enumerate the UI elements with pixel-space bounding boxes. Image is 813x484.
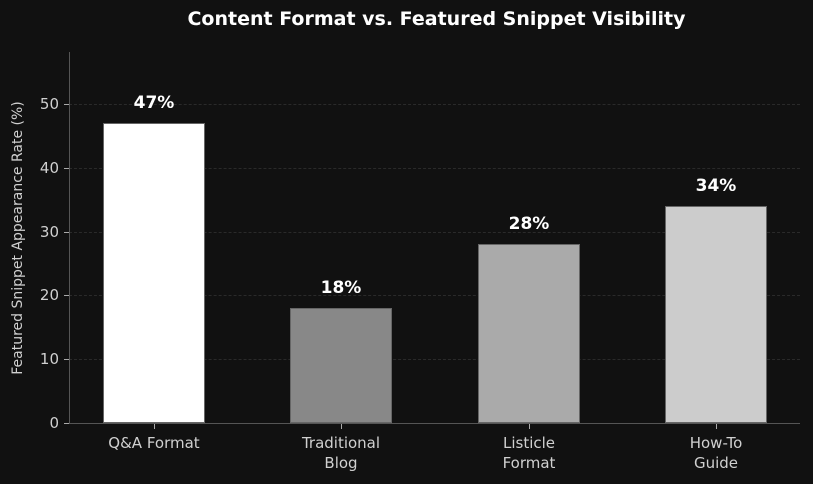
gridline <box>69 168 800 169</box>
y-tick-label: 40 <box>39 159 59 177</box>
y-tick-mark <box>64 295 69 296</box>
bar-value-label: 18% <box>320 278 362 299</box>
gridline <box>69 295 800 296</box>
gridline <box>69 232 800 233</box>
bar-value-label: 47% <box>133 93 175 114</box>
y-tick-mark <box>64 423 69 424</box>
x-tick-mark <box>154 424 155 429</box>
x-tick-label: Traditional Blog <box>301 434 381 472</box>
bar <box>478 244 580 423</box>
bar-value-label: 28% <box>508 214 550 235</box>
bar <box>103 123 205 423</box>
bar-value-label: 34% <box>695 176 737 197</box>
gridline <box>69 359 800 360</box>
y-tick-label: 50 <box>39 95 59 113</box>
x-tick-mark <box>341 424 342 429</box>
y-tick-mark <box>64 168 69 169</box>
y-tick-label: 0 <box>49 414 59 432</box>
x-tick-mark <box>716 424 717 429</box>
y-tick-label: 20 <box>39 286 59 304</box>
y-tick-mark <box>64 104 69 105</box>
y-tick-label: 30 <box>39 223 59 241</box>
bar <box>290 308 392 423</box>
x-axis-spine <box>69 423 800 424</box>
y-tick-mark <box>64 232 69 233</box>
x-tick-label: Q&A Format <box>108 434 200 452</box>
y-tick-mark <box>64 359 69 360</box>
bar <box>665 206 767 423</box>
x-tick-mark <box>529 424 530 429</box>
y-axis-spine <box>69 52 70 424</box>
x-tick-label: How-To Guide <box>689 434 743 472</box>
gridline <box>69 104 800 105</box>
y-tick-label: 10 <box>39 350 59 368</box>
chart-title: Content Format vs. Featured Snippet Visi… <box>187 8 686 30</box>
x-tick-label: Listicle Format <box>502 434 556 472</box>
